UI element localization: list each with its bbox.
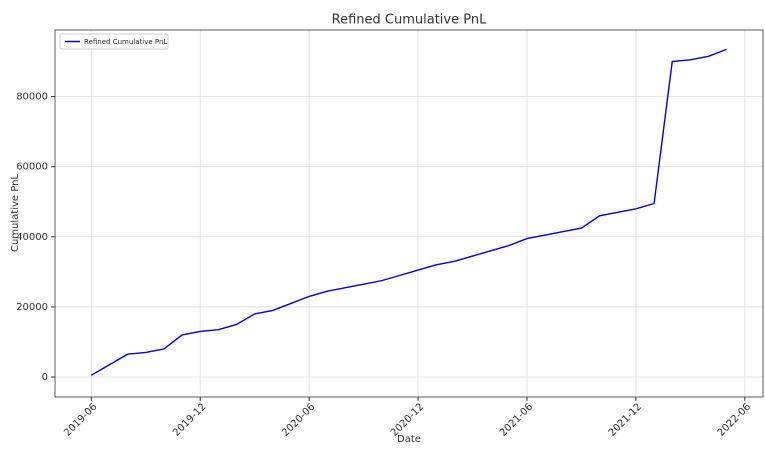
data-line <box>90 48 727 376</box>
y-tick-label: 0 <box>42 372 48 383</box>
y-tick-label: 40000 <box>16 232 48 243</box>
plot-frame <box>54 29 764 398</box>
x-tick-label: 2021-12 <box>607 401 644 438</box>
x-axis-label: Date <box>397 434 421 445</box>
x-tick-label: 2020-06 <box>280 401 317 438</box>
legend-label: Refined Cumulative PnL <box>84 38 167 46</box>
y-tick-label: 20000 <box>16 302 48 313</box>
x-tick-label: 2019-06 <box>62 401 99 438</box>
y-tick-label: 80000 <box>16 92 48 103</box>
y-axis-label: Cumulative PnL <box>10 174 21 252</box>
x-tick-label: 2019-12 <box>171 401 208 438</box>
y-tick-label: 60000 <box>16 162 48 173</box>
chart-title: Refined Cumulative PnL <box>332 13 487 28</box>
legend-box <box>59 33 169 50</box>
x-tick-label: 2021-06 <box>498 401 535 438</box>
x-tick-label: 2022-06 <box>716 401 753 438</box>
